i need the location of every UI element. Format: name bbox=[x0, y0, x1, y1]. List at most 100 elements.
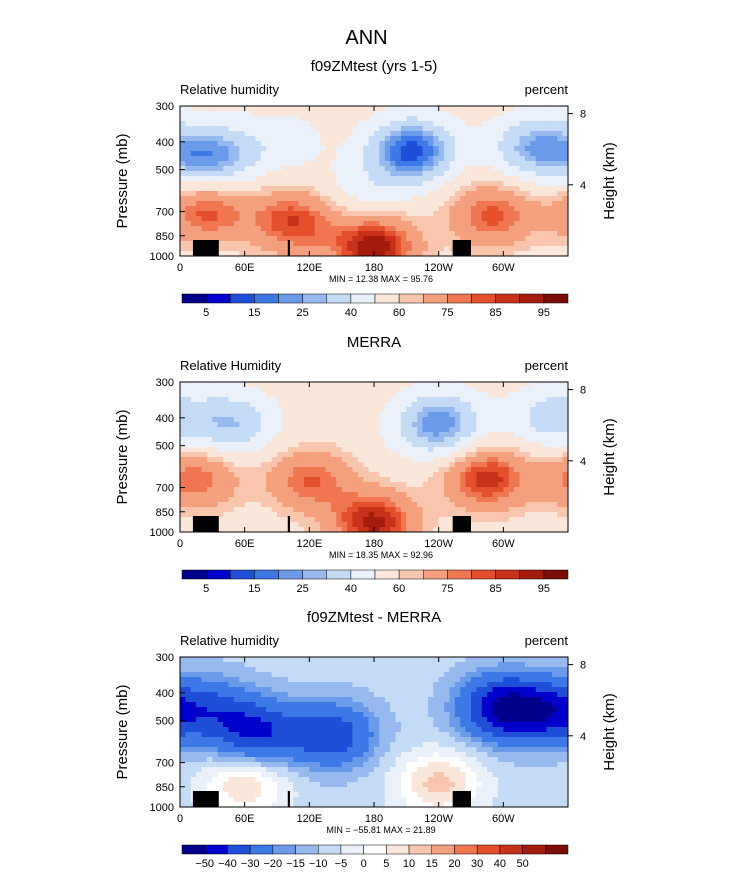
contour-cell bbox=[293, 221, 300, 227]
contour-cell bbox=[395, 402, 402, 408]
contour-cell bbox=[320, 467, 327, 473]
contour-cell bbox=[465, 427, 472, 433]
contour-cell bbox=[417, 216, 424, 222]
contour-cell bbox=[287, 151, 294, 157]
contour-cell bbox=[492, 392, 499, 398]
contour-cell bbox=[519, 191, 526, 197]
contour-cell bbox=[217, 667, 224, 673]
contour-cell bbox=[206, 412, 213, 418]
contour-cell bbox=[379, 442, 386, 448]
contour-cell bbox=[476, 166, 483, 172]
contour-cell bbox=[444, 151, 451, 157]
y2-tick-label: 8 bbox=[580, 385, 586, 397]
contour-cell bbox=[546, 522, 553, 528]
contour-cell bbox=[357, 472, 364, 478]
contour-cell bbox=[497, 171, 504, 177]
contour-cell bbox=[368, 687, 375, 693]
contour-cell bbox=[196, 141, 203, 147]
contour-cell bbox=[368, 116, 375, 122]
contour-cell bbox=[368, 111, 375, 117]
contour-cell bbox=[357, 522, 364, 528]
contour-cell bbox=[233, 176, 240, 182]
contour-cell bbox=[341, 442, 348, 448]
contour-cell bbox=[244, 251, 251, 256]
colorbar-swatch bbox=[350, 569, 376, 580]
contour-cell bbox=[417, 146, 424, 152]
contour-cell bbox=[228, 667, 235, 673]
contour-cell bbox=[379, 221, 386, 227]
contour-cell bbox=[374, 161, 380, 167]
contour-cell bbox=[352, 517, 359, 523]
contour-cell bbox=[546, 437, 553, 443]
contour-cell bbox=[266, 231, 273, 237]
contour-cell bbox=[433, 427, 440, 433]
contour-cell bbox=[233, 447, 240, 453]
contour-cell bbox=[374, 662, 380, 668]
contour-cell bbox=[325, 116, 332, 122]
contour-cell bbox=[417, 482, 424, 488]
contour-cell bbox=[395, 457, 402, 463]
contour-cell bbox=[519, 216, 526, 222]
contour-cell bbox=[250, 432, 257, 438]
contour-cell bbox=[444, 141, 451, 147]
contour-cell bbox=[309, 452, 316, 458]
contour-cell bbox=[535, 236, 542, 242]
contour-cell bbox=[357, 106, 364, 112]
contour-cell bbox=[514, 407, 521, 413]
contour-cell bbox=[196, 482, 203, 488]
contour-cell bbox=[196, 136, 203, 142]
contour-cell bbox=[303, 121, 310, 127]
contour-cell bbox=[298, 672, 305, 678]
contour-cell bbox=[239, 452, 246, 458]
contour-cell bbox=[449, 186, 456, 192]
contour-cell bbox=[277, 191, 283, 197]
contour-cell bbox=[185, 507, 192, 513]
contour-cell bbox=[277, 407, 283, 413]
contour-cell bbox=[287, 487, 294, 493]
y2-tick-label: 8 bbox=[580, 109, 586, 121]
contour-cell bbox=[460, 176, 467, 182]
contour-cell bbox=[271, 221, 278, 227]
contour-cell bbox=[266, 672, 273, 678]
contour-cell bbox=[266, 427, 273, 433]
contour-cell bbox=[400, 387, 407, 393]
contour-cell bbox=[190, 512, 197, 518]
contour-cell bbox=[217, 171, 224, 177]
contour-cell bbox=[228, 136, 235, 142]
contour-cell bbox=[212, 662, 219, 668]
contour-cell bbox=[347, 472, 354, 478]
contour-cell bbox=[422, 422, 429, 428]
contour-cell bbox=[347, 201, 354, 207]
contour-cell bbox=[487, 216, 494, 222]
contour-cell bbox=[244, 672, 251, 678]
contour-cell bbox=[390, 246, 397, 252]
contour-cell bbox=[427, 241, 434, 247]
contour-cell bbox=[196, 111, 203, 117]
contour-cell bbox=[212, 492, 219, 498]
y-tick-label: 700 bbox=[156, 207, 174, 219]
contour-cell bbox=[201, 657, 208, 663]
contour-cell bbox=[368, 156, 375, 162]
contour-cell bbox=[427, 246, 434, 252]
contour-cell bbox=[438, 156, 445, 162]
contour-cell bbox=[368, 402, 375, 408]
contour-cell bbox=[201, 151, 208, 157]
contour-cell bbox=[330, 517, 337, 523]
contour-cell bbox=[400, 111, 407, 117]
contour-cell bbox=[449, 111, 456, 117]
contour-cell bbox=[201, 146, 208, 152]
colorbar-swatch bbox=[471, 569, 496, 580]
contour-cell bbox=[303, 672, 310, 678]
contour-cell bbox=[465, 407, 472, 413]
contour-cell bbox=[406, 121, 413, 127]
contour-cell bbox=[514, 442, 521, 448]
contour-cell bbox=[223, 522, 230, 528]
contour-cell bbox=[320, 181, 327, 187]
contour-cell bbox=[298, 662, 305, 668]
contour-cell bbox=[557, 517, 564, 523]
contour-cell bbox=[524, 151, 531, 157]
contour-cell bbox=[557, 412, 564, 418]
contour-cell bbox=[244, 176, 251, 182]
contour-cell bbox=[395, 236, 402, 242]
